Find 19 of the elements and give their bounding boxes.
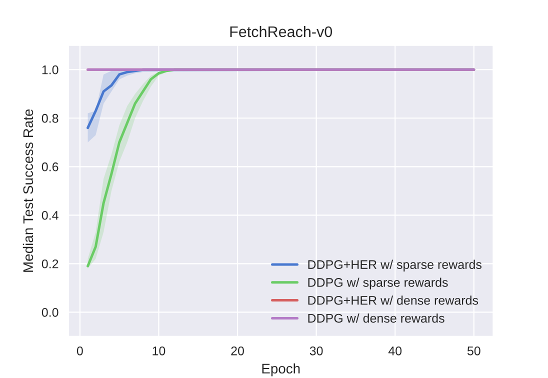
x-tick-label: 30	[310, 346, 323, 356]
legend-label: DDPG w/ sparse rewards	[308, 278, 448, 290]
legend-label: DDPG+HER w/ sparse rewards	[308, 260, 482, 272]
y-tick-label: 0.6	[42, 162, 58, 172]
x-tick-label: 10	[152, 346, 166, 356]
chart-title: FetchReach-v0	[230, 26, 332, 38]
legend-label: DDPG+HER w/ dense rewards	[308, 296, 478, 305]
y-tick-label: 0.2	[42, 259, 58, 268]
legend-label: DDPG w/ dense rewards	[308, 314, 444, 323]
y-tick-label: 0.4	[42, 210, 58, 220]
x-tick-label: 40	[388, 346, 402, 356]
y-tick-label: 0.8	[42, 114, 58, 123]
y-tick-label: 0.0	[42, 308, 58, 317]
x-tick-label: 20	[231, 346, 244, 356]
x-tick-label: 50	[467, 346, 480, 356]
y-axis-title: Median Test Success Rate	[22, 109, 34, 272]
y-tick-label: 1.0	[42, 65, 58, 74]
x-axis-title: Epoch	[262, 363, 300, 376]
x-tick-label: 0	[76, 346, 83, 356]
